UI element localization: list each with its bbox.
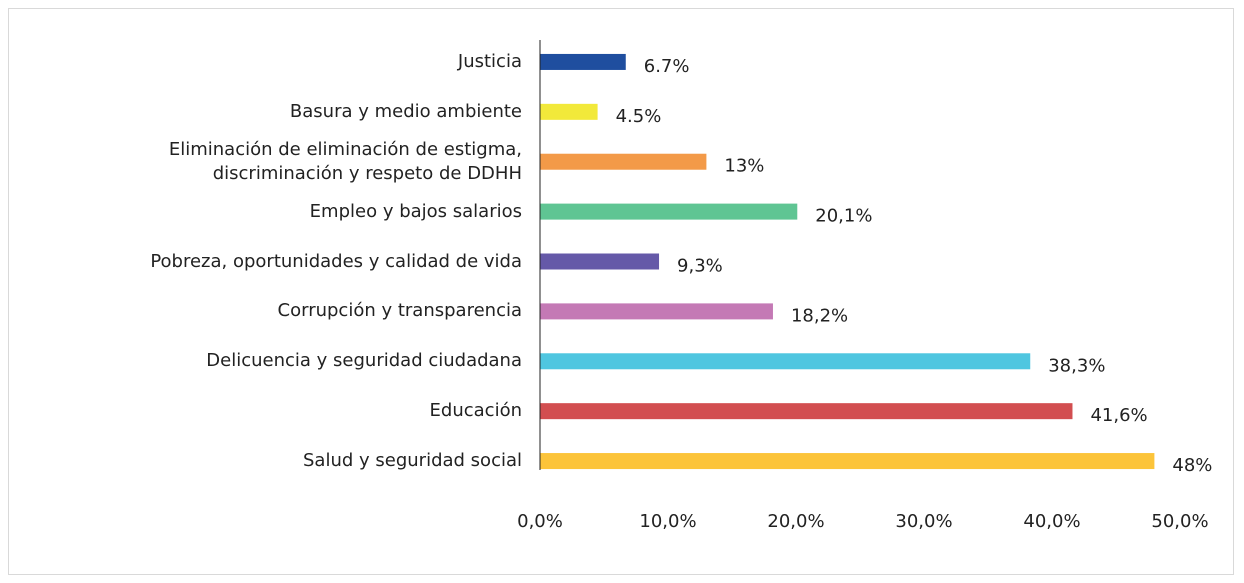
- value-label: 13%: [724, 156, 764, 177]
- x-tick-label: 10,0%: [639, 511, 696, 532]
- chart-frame: [8, 8, 1234, 575]
- bar: [540, 53, 626, 70]
- x-tick-label: 40,0%: [1023, 511, 1080, 532]
- category-label: Eliminación de eliminación de estigma, d…: [168, 138, 522, 184]
- bar: [540, 303, 773, 320]
- bar: [540, 453, 1155, 470]
- category-label: Delicuencia y seguridad ciudadana: [206, 350, 522, 372]
- category-label: Salud y seguridad social: [303, 450, 522, 472]
- bar: [540, 403, 1073, 420]
- value-label: 18,2%: [791, 305, 848, 326]
- value-label: 48%: [1172, 455, 1212, 476]
- bar: [540, 353, 1031, 370]
- x-tick-label: 50,0%: [1151, 511, 1208, 532]
- value-label: 9,3%: [677, 256, 723, 277]
- bar: [540, 253, 660, 270]
- category-label: Empleo y bajos salarios: [309, 200, 522, 222]
- value-label: 6.7%: [644, 56, 690, 77]
- value-label: 4.5%: [616, 106, 662, 127]
- category-label: Educación: [429, 400, 522, 422]
- bar: [540, 153, 707, 170]
- x-tick-label: 20,0%: [767, 511, 824, 532]
- value-label: 41,6%: [1090, 405, 1147, 426]
- bar: [540, 203, 798, 220]
- value-label: 38,3%: [1048, 355, 1105, 376]
- category-label: Pobreza, oportunidades y calidad de vida: [150, 250, 522, 272]
- category-label: Justicia: [457, 50, 522, 72]
- bar: [540, 103, 598, 120]
- category-label: Corrupción y transparencia: [277, 300, 522, 322]
- x-tick-label: 0,0%: [517, 511, 563, 532]
- x-tick-label: 30,0%: [895, 511, 952, 532]
- category-label: Basura y medio ambiente: [289, 100, 522, 122]
- value-label: 20,1%: [815, 206, 872, 227]
